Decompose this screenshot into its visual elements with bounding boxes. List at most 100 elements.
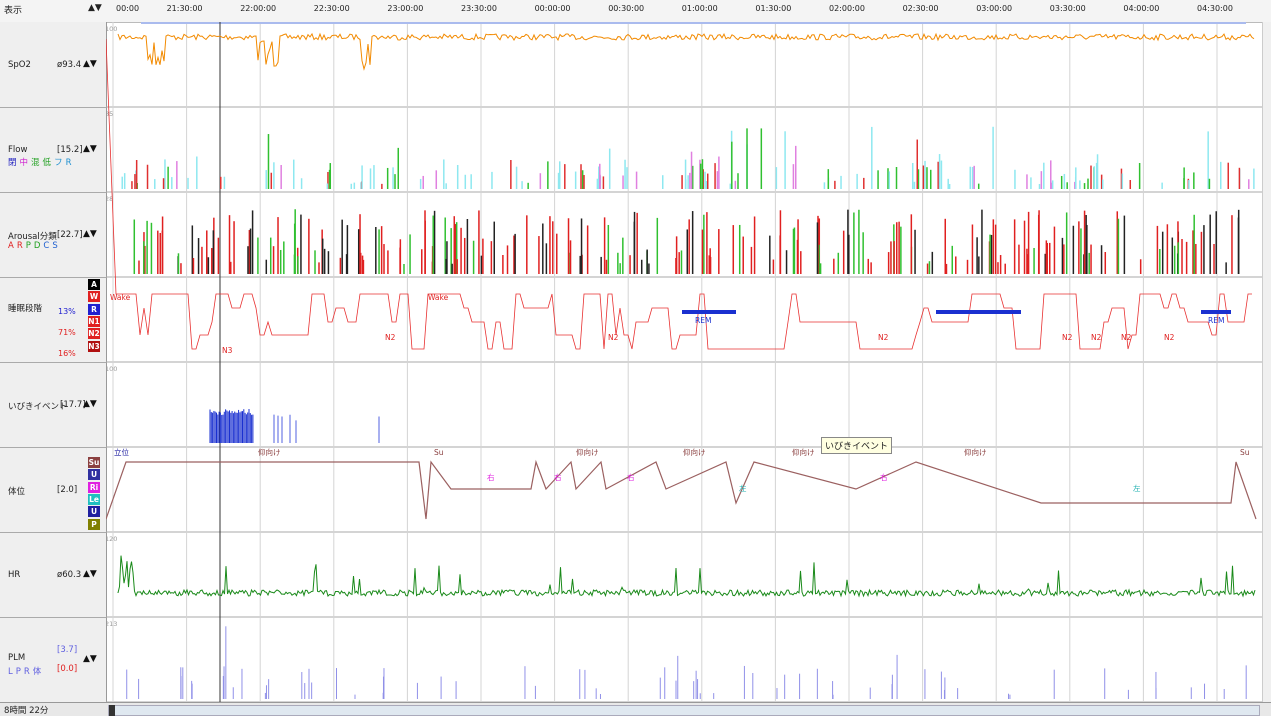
bottom-status-bar: 8時間 22分 bbox=[0, 702, 1271, 716]
position-label: 左 bbox=[739, 483, 747, 493]
time-tick-label: 03:00:00 bbox=[976, 4, 1013, 13]
scale-arrows[interactable]: ▲▼ bbox=[83, 399, 97, 409]
legend-item: L bbox=[8, 667, 13, 677]
legend-item: R bbox=[16, 241, 23, 251]
channel-name: Flow bbox=[8, 145, 28, 155]
position-label: 右 bbox=[880, 472, 888, 482]
time-scale-arrows[interactable]: ▲▼ bbox=[88, 3, 102, 13]
position-label: Su bbox=[1240, 448, 1250, 457]
scale-top-label: 28 bbox=[106, 195, 113, 203]
time-tick-label: 01:30:00 bbox=[755, 4, 792, 13]
tag-n1: N1 bbox=[88, 315, 100, 327]
vertical-scrollbar[interactable] bbox=[1262, 22, 1271, 702]
tag-u: U bbox=[88, 506, 100, 518]
tag-ri: Ri bbox=[88, 481, 100, 493]
stage-label: Wake bbox=[110, 293, 131, 302]
n2-percent: 71% bbox=[58, 328, 76, 337]
stage-label: N2 bbox=[385, 333, 396, 342]
stage-label: REM bbox=[695, 316, 711, 325]
scale-top-label: 85 bbox=[106, 110, 113, 118]
channel-name: HR bbox=[8, 570, 21, 580]
channel-value: [17.7] bbox=[60, 400, 86, 410]
signal-plot-area[interactable]: 100 85 28 100 120 213 Wake N3 N2 Wake N2 REM N2 N2 N2 N… bbox=[106, 22, 1262, 702]
tag-n2: N2 bbox=[88, 328, 100, 340]
legend-item: R bbox=[23, 667, 30, 677]
tag-u: U bbox=[88, 469, 100, 481]
channel-name: SpO2 bbox=[8, 60, 31, 70]
channel-sleep-stage-label[interactable]: 睡眠段階 13% 71% 16% A W R N1 N2 N3 bbox=[0, 277, 106, 363]
time-tick-label: 23:00:00 bbox=[387, 4, 424, 13]
tag-a: A bbox=[88, 279, 100, 290]
position-label: 右 bbox=[627, 472, 635, 482]
legend-item: P bbox=[25, 241, 31, 251]
legend-item: 体 bbox=[32, 667, 42, 677]
position-label: 仰向け bbox=[964, 447, 987, 457]
channel-value: [22.7] bbox=[57, 230, 83, 240]
tag-p: P bbox=[88, 518, 100, 530]
scale-arrows[interactable]: ▲▼ bbox=[83, 654, 97, 664]
legend-item: A bbox=[8, 241, 14, 251]
scale-arrows[interactable]: ▲▼ bbox=[83, 144, 97, 154]
scale-top-label: 100 bbox=[106, 365, 117, 373]
channel-position-label[interactable]: 体位 [2.0] Su U Ri Le U P bbox=[0, 447, 106, 533]
display-menu-label[interactable]: 表示 bbox=[4, 6, 23, 16]
stage-label: REM bbox=[1208, 316, 1224, 325]
channel-name: いびきイベント bbox=[8, 402, 68, 412]
time-tick-label: 22:30:00 bbox=[313, 4, 350, 13]
channel-name: PLM bbox=[8, 653, 26, 663]
legend-item: R bbox=[65, 158, 72, 168]
hypnogram-trace bbox=[106, 38, 1252, 350]
position-label: 仰向け bbox=[792, 447, 815, 457]
scale-arrows[interactable]: ▲▼ bbox=[83, 229, 97, 239]
position-label: 左 bbox=[1133, 483, 1141, 493]
legend-item: 混 bbox=[31, 158, 40, 168]
scale-top-label: 120 bbox=[106, 535, 117, 543]
scale-arrows[interactable]: ▲▼ bbox=[83, 59, 97, 69]
channel-name: 体位 bbox=[8, 487, 26, 497]
scroll-thumb[interactable] bbox=[109, 705, 115, 716]
stage-label: N2 bbox=[1091, 333, 1102, 342]
position-label: 仰向け bbox=[258, 447, 281, 457]
legend-item: 閉 bbox=[8, 158, 17, 168]
time-axis-bar: 表示 ▲▼ 00:00 21:30:00 22:00:00 22:30:00 23:00… bbox=[0, 0, 1271, 23]
position-label: Su bbox=[434, 448, 444, 457]
scale-arrows[interactable]: ▲▼ bbox=[83, 569, 97, 579]
time-tick-label: 03:30:00 bbox=[1049, 4, 1086, 13]
time-tick-label: 21:30:00 bbox=[166, 4, 203, 13]
snore-event-tooltip: いびきイベント bbox=[821, 437, 893, 454]
stage-label: N2 bbox=[878, 333, 889, 342]
legend-item: P bbox=[15, 667, 21, 677]
channel-name: 睡眠段階 bbox=[8, 304, 43, 314]
position-label: 右 bbox=[554, 472, 562, 482]
time-tick-label: 04:30:00 bbox=[1197, 4, 1233, 13]
stage-label: N2 bbox=[1164, 333, 1175, 342]
tag-w: W bbox=[88, 291, 100, 303]
time-tick-label: 02:30:00 bbox=[902, 4, 939, 13]
horizontal-scrollbar[interactable] bbox=[108, 705, 1260, 716]
channel-name: Arousal分類 bbox=[8, 232, 57, 242]
time-tick-label: 22:00:00 bbox=[240, 4, 277, 13]
channel-snore-label[interactable]: いびきイベント [17.7] ▲▼ bbox=[0, 362, 106, 448]
legend-item: D bbox=[33, 241, 41, 251]
channel-spo2-label[interactable]: SpO2 ø93.4 ▲▼ bbox=[0, 22, 106, 108]
hr-trace bbox=[117, 555, 1256, 598]
stage-label: Wake bbox=[428, 293, 449, 302]
channel-hr-label[interactable]: HR ø60.3 ▲▼ bbox=[0, 532, 106, 618]
legend-item: S bbox=[52, 241, 58, 251]
legend-item: フ bbox=[54, 158, 63, 168]
spo2-trace bbox=[117, 32, 1255, 71]
plm-value-secondary: [0.0] bbox=[57, 664, 78, 674]
stage-label: N2 bbox=[1062, 333, 1073, 342]
channel-value: [15.2] bbox=[57, 145, 83, 155]
time-tick-label: 00:30:00 bbox=[608, 4, 645, 13]
time-tick-label: 00:00 bbox=[116, 4, 140, 13]
stage-label: N3 bbox=[222, 346, 233, 355]
tag-su: Su bbox=[88, 457, 100, 468]
